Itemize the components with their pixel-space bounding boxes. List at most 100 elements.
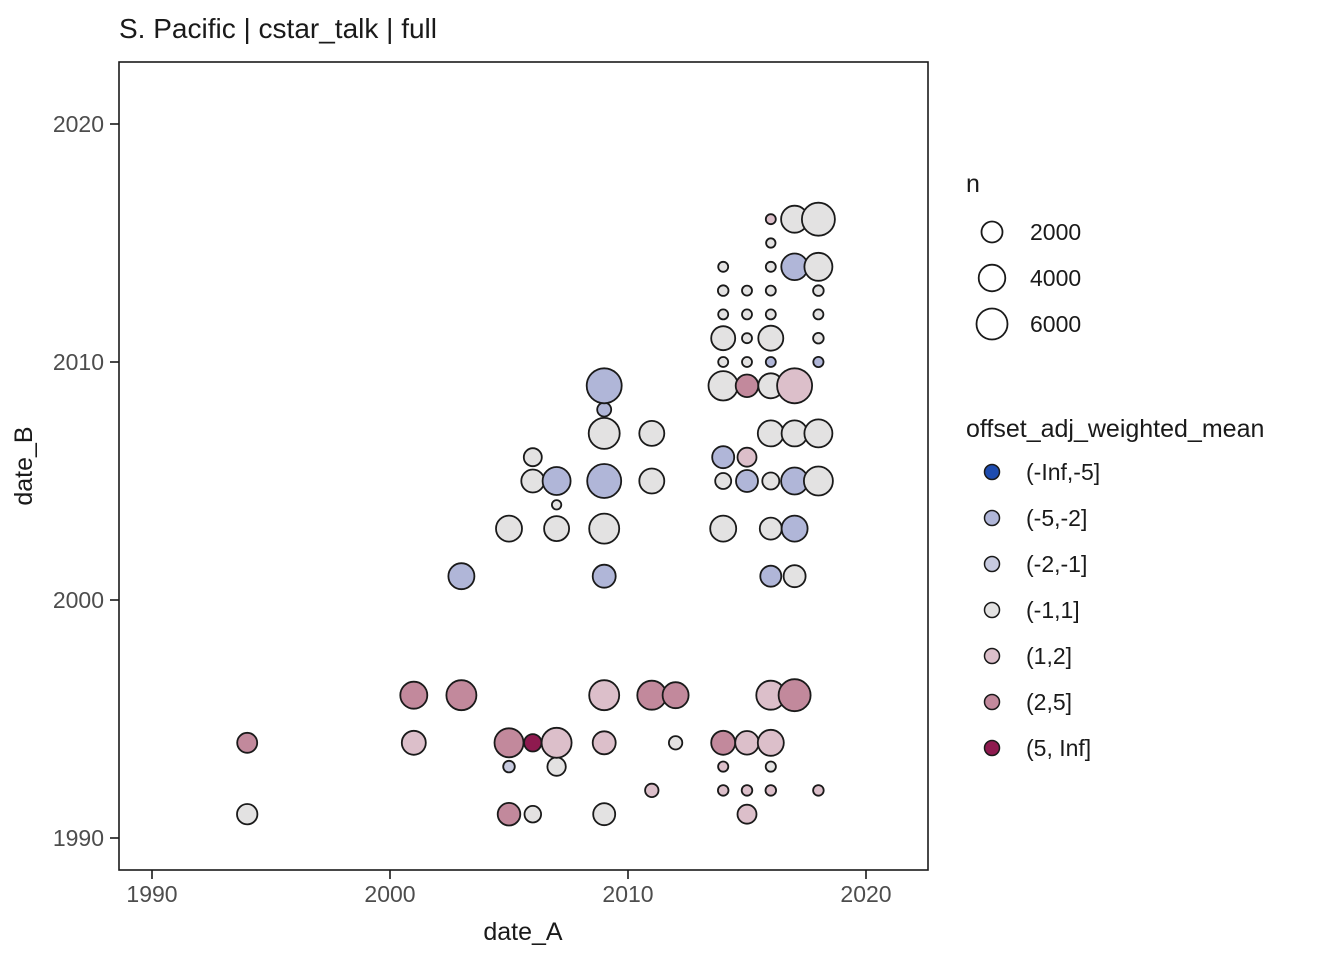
color-legend-label: (-2,-1] [1026, 551, 1087, 577]
data-point [801, 201, 836, 237]
data-point [493, 727, 525, 759]
data-point [596, 401, 613, 418]
data-point [540, 726, 573, 759]
data-point [445, 679, 478, 712]
data-point [764, 760, 777, 773]
color-legend-swatch [983, 555, 1001, 573]
data-point [588, 679, 621, 712]
x-axis-title: date_A [483, 918, 563, 946]
data-point [717, 356, 730, 368]
size-legend-circle-2000 [980, 220, 1004, 244]
size-legend-circle-6000 [975, 307, 1009, 341]
size-legend: n 2000 4000 6000 [966, 170, 1081, 341]
chart-title: S. Pacific | cstar_talk | full [119, 13, 437, 44]
points-layer [236, 201, 836, 827]
data-point [591, 730, 617, 756]
data-point [812, 784, 825, 797]
data-point [736, 446, 758, 468]
color-legend-swatch [983, 509, 1001, 527]
color-legend-label: (-5,-2] [1026, 505, 1087, 531]
data-point [765, 237, 777, 249]
data-point [399, 680, 429, 710]
data-point [756, 419, 785, 448]
x-tick-label: 2000 [364, 881, 415, 907]
data-point [757, 324, 785, 352]
data-point [735, 469, 759, 493]
data-point [780, 514, 809, 543]
color-legend-label: (-Inf,-5] [1026, 459, 1100, 485]
data-point [758, 516, 783, 541]
y-tick-label: 2020 [53, 111, 104, 137]
color-legend: offset_adj_weighted_mean (-Inf,-5] (-5,-… [966, 415, 1264, 761]
color-legend-label: (2,5] [1026, 689, 1072, 715]
data-point [502, 759, 516, 774]
data-point [736, 803, 758, 825]
data-point [764, 308, 777, 321]
data-point [764, 356, 777, 368]
y-tick-label: 2010 [53, 349, 104, 375]
data-point [588, 512, 621, 545]
data-point [741, 308, 753, 321]
data-point [803, 251, 834, 282]
data-point [803, 418, 834, 449]
data-point [741, 284, 753, 297]
data-point [717, 308, 730, 321]
size-legend-label: 4000 [1030, 265, 1081, 291]
y-axis-title: date_B [10, 426, 38, 505]
data-point [543, 515, 570, 542]
data-point [812, 332, 825, 345]
data-point [541, 466, 572, 496]
data-point [495, 514, 523, 543]
data-point [759, 564, 783, 588]
data-point [741, 356, 753, 368]
data-point [717, 760, 730, 773]
data-point [523, 733, 543, 753]
data-point [592, 802, 617, 827]
data-point [522, 447, 543, 468]
data-point [734, 373, 760, 399]
data-point [710, 325, 737, 352]
y-axis [110, 123, 119, 839]
color-legend-swatch [983, 693, 1001, 711]
data-point [764, 213, 777, 226]
color-legend-label: (5, Inf] [1026, 735, 1091, 761]
data-point [591, 563, 617, 589]
data-point [717, 284, 730, 297]
color-legend-swatch [983, 647, 1001, 665]
data-point [709, 514, 738, 543]
size-legend-label: 2000 [1030, 219, 1081, 245]
data-point [638, 467, 666, 495]
x-tick-label: 1990 [126, 881, 177, 907]
data-point [803, 465, 834, 497]
color-legend-swatch [983, 739, 1001, 757]
data-point [761, 471, 781, 491]
data-point [644, 782, 660, 799]
color-legend-swatch [983, 463, 1001, 481]
data-point [550, 499, 563, 511]
data-point [741, 332, 753, 345]
data-point [587, 416, 621, 450]
data-point [812, 355, 825, 368]
data-point [546, 756, 567, 777]
data-point [717, 260, 730, 273]
data-point [734, 730, 760, 756]
color-legend-title: offset_adj_weighted_mean [966, 415, 1264, 443]
data-point [764, 260, 777, 273]
data-point [707, 370, 739, 402]
data-point [496, 802, 522, 827]
data-point [638, 419, 666, 447]
size-legend-label: 6000 [1030, 311, 1081, 337]
color-legend-label: (-1,1] [1026, 597, 1080, 623]
data-point [711, 445, 736, 470]
data-point [236, 731, 259, 754]
data-point [740, 784, 754, 797]
y-tick-label: 1990 [53, 825, 104, 851]
data-point [777, 678, 812, 713]
y-tick-label: 2000 [53, 587, 104, 613]
data-point [585, 367, 623, 405]
x-axis [151, 870, 867, 879]
data-point [661, 681, 690, 710]
data-point [812, 308, 825, 321]
data-point [756, 728, 785, 757]
